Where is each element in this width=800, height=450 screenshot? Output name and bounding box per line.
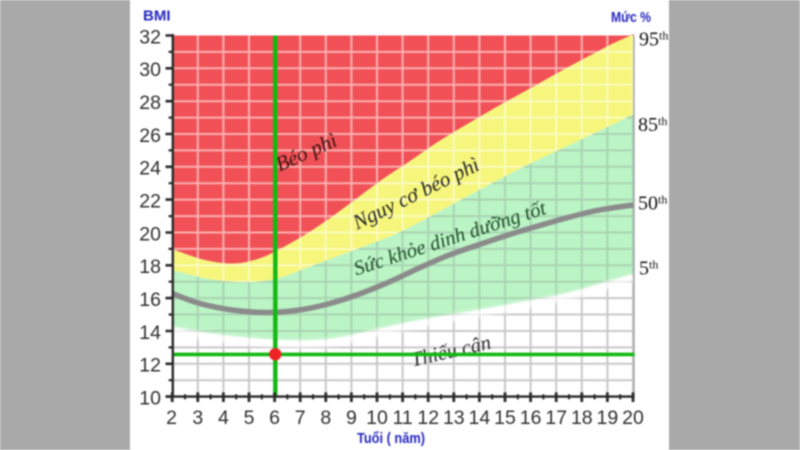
svg-text:BMI: BMI: [143, 7, 171, 24]
svg-text:19: 19: [597, 407, 619, 429]
svg-text:6: 6: [269, 407, 280, 429]
svg-text:Mức %: Mức %: [611, 9, 651, 26]
svg-text:5: 5: [244, 407, 255, 429]
svg-text:16: 16: [139, 289, 161, 311]
svg-text:10: 10: [139, 387, 161, 409]
svg-text:12: 12: [417, 407, 439, 429]
svg-text:7: 7: [295, 407, 306, 429]
svg-text:3: 3: [192, 407, 203, 429]
svg-text:26: 26: [139, 125, 161, 147]
svg-text:15: 15: [494, 407, 516, 429]
svg-text:13: 13: [443, 407, 465, 429]
svg-text:18: 18: [571, 407, 593, 429]
svg-text:28: 28: [139, 92, 161, 114]
svg-text:14: 14: [139, 322, 161, 344]
svg-text:22: 22: [139, 190, 161, 212]
svg-text:4: 4: [218, 407, 229, 429]
svg-text:2: 2: [166, 407, 177, 429]
svg-text:9: 9: [346, 407, 357, 429]
svg-text:20: 20: [139, 223, 161, 245]
svg-text:11: 11: [392, 407, 412, 429]
svg-text:Tuổi ( năm): Tuổi ( năm): [357, 430, 425, 447]
svg-text:18: 18: [139, 256, 161, 278]
svg-text:24: 24: [139, 158, 161, 180]
svg-text:30: 30: [139, 59, 161, 81]
svg-text:32: 32: [139, 26, 161, 48]
svg-text:20: 20: [622, 407, 644, 429]
svg-text:12: 12: [139, 355, 161, 377]
svg-text:14: 14: [469, 407, 491, 429]
svg-text:16: 16: [520, 407, 542, 429]
svg-text:10: 10: [366, 407, 388, 429]
svg-text:17: 17: [545, 407, 567, 429]
svg-text:8: 8: [320, 407, 331, 429]
